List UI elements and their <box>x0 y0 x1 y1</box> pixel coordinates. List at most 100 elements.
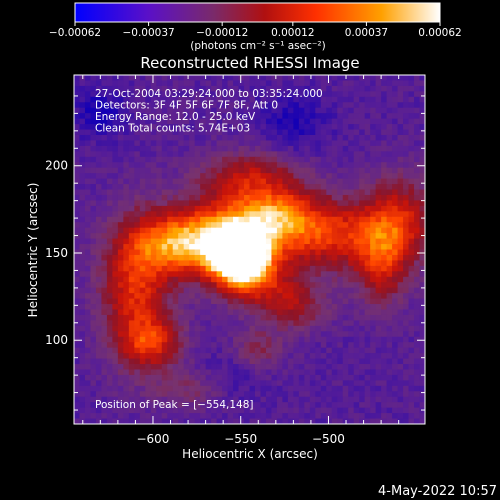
heatmap-cell <box>123 358 130 365</box>
heatmap-cell <box>222 402 229 409</box>
heatmap-cell <box>90 124 97 131</box>
heatmap-cell <box>216 391 223 398</box>
heatmap-cell <box>134 124 141 131</box>
heatmap-cell <box>205 85 212 92</box>
heatmap-cell <box>128 418 135 424</box>
heatmap-cell <box>139 85 146 92</box>
heatmap-cell <box>320 287 327 294</box>
heatmap-cell <box>331 118 338 125</box>
heatmap-cell <box>145 287 152 294</box>
heatmap-cell <box>178 369 185 376</box>
heatmap-cell <box>386 282 393 289</box>
heatmap-cell <box>298 407 305 414</box>
heatmap-cell <box>249 167 256 174</box>
heatmap-cell <box>276 347 283 354</box>
heatmap-cell <box>238 282 245 289</box>
heatmap-cell <box>101 200 108 207</box>
heatmap-cell <box>161 91 168 98</box>
heatmap-cell <box>134 336 141 343</box>
heatmap-cell <box>222 184 229 191</box>
heatmap-cell <box>304 162 311 169</box>
heatmap-cell <box>370 385 377 392</box>
heatmap-cell <box>353 118 360 125</box>
heatmap-cell <box>112 402 119 409</box>
heatmap-cell <box>222 124 229 131</box>
heatmap-cell <box>172 222 179 229</box>
heatmap-cell <box>216 396 223 403</box>
heatmap-cell <box>271 298 278 305</box>
heatmap-cell <box>101 167 108 174</box>
heatmap-cell <box>244 91 251 98</box>
heatmap-cell <box>200 385 207 392</box>
heatmap-cell <box>359 265 366 272</box>
heatmap-cell <box>200 238 207 245</box>
x-tick-label: −550 <box>224 432 257 446</box>
heatmap-cell <box>342 249 349 256</box>
heatmap-cell <box>276 194 283 202</box>
heatmap-cell <box>348 96 355 103</box>
heatmap-cell <box>326 233 333 240</box>
heatmap-cell <box>194 364 201 371</box>
heatmap-cell <box>342 358 349 365</box>
heatmap-cell <box>112 107 119 114</box>
heatmap-cell <box>216 162 223 169</box>
heatmap-cell <box>337 96 344 103</box>
heatmap-cell <box>200 124 207 131</box>
heatmap-cell <box>331 304 338 311</box>
heatmap-cell <box>194 124 201 131</box>
heatmap-cell <box>254 293 262 300</box>
heatmap-cell <box>287 102 294 109</box>
heatmap-cell <box>337 418 344 424</box>
heatmap-cell <box>79 271 86 278</box>
heatmap-cell <box>276 205 283 212</box>
heatmap-cell <box>106 369 113 376</box>
heatmap-cell <box>139 391 146 398</box>
heatmap-cell <box>293 369 300 376</box>
heatmap-cell <box>342 140 349 147</box>
heatmap-cell <box>189 162 196 169</box>
heatmap-cell <box>117 380 124 387</box>
heatmap-cell <box>233 265 240 272</box>
heatmap-cell <box>414 353 421 360</box>
heatmap-cell <box>178 227 185 234</box>
heatmap-cell <box>79 107 86 114</box>
heatmap-cell <box>419 396 425 403</box>
heatmap-cell <box>145 271 152 278</box>
heatmap-cell <box>419 145 425 152</box>
heatmap-cell <box>326 211 333 218</box>
heatmap-cell <box>364 91 371 98</box>
heatmap-cell <box>276 244 283 251</box>
heatmap-cell <box>205 233 212 240</box>
heatmap-cell <box>112 364 119 371</box>
heatmap-cell <box>414 418 421 424</box>
heatmap-cell <box>260 374 267 381</box>
heatmap-cell <box>84 167 92 174</box>
heatmap-cell <box>161 331 168 338</box>
heatmap-cell <box>249 145 256 152</box>
heatmap-cell <box>298 287 305 294</box>
heatmap-cell <box>403 85 410 92</box>
heatmap-cell <box>419 227 425 234</box>
heatmap-cell <box>392 162 399 169</box>
heatmap-cell <box>128 342 135 349</box>
heatmap-cell <box>84 227 92 234</box>
heatmap-cell <box>117 238 124 245</box>
heatmap-cell <box>227 347 234 354</box>
heatmap-cell <box>145 227 152 234</box>
heatmap-cell <box>183 216 190 223</box>
heatmap-cell <box>265 353 273 360</box>
heatmap-cell <box>260 380 267 387</box>
heatmap-cell <box>265 124 273 131</box>
heatmap-cell <box>414 374 421 381</box>
heatmap-cell <box>375 211 382 218</box>
heatmap-cell <box>227 211 234 218</box>
heatmap-cell <box>271 145 278 152</box>
heatmap-cell <box>337 113 344 120</box>
heatmap-cell <box>84 282 92 289</box>
heatmap-cell <box>101 347 108 354</box>
heatmap-cell <box>276 369 283 376</box>
heatmap-cell <box>287 238 294 245</box>
heatmap-cell <box>106 402 113 409</box>
heatmap-cell <box>342 309 349 316</box>
heatmap-cell <box>381 238 388 245</box>
